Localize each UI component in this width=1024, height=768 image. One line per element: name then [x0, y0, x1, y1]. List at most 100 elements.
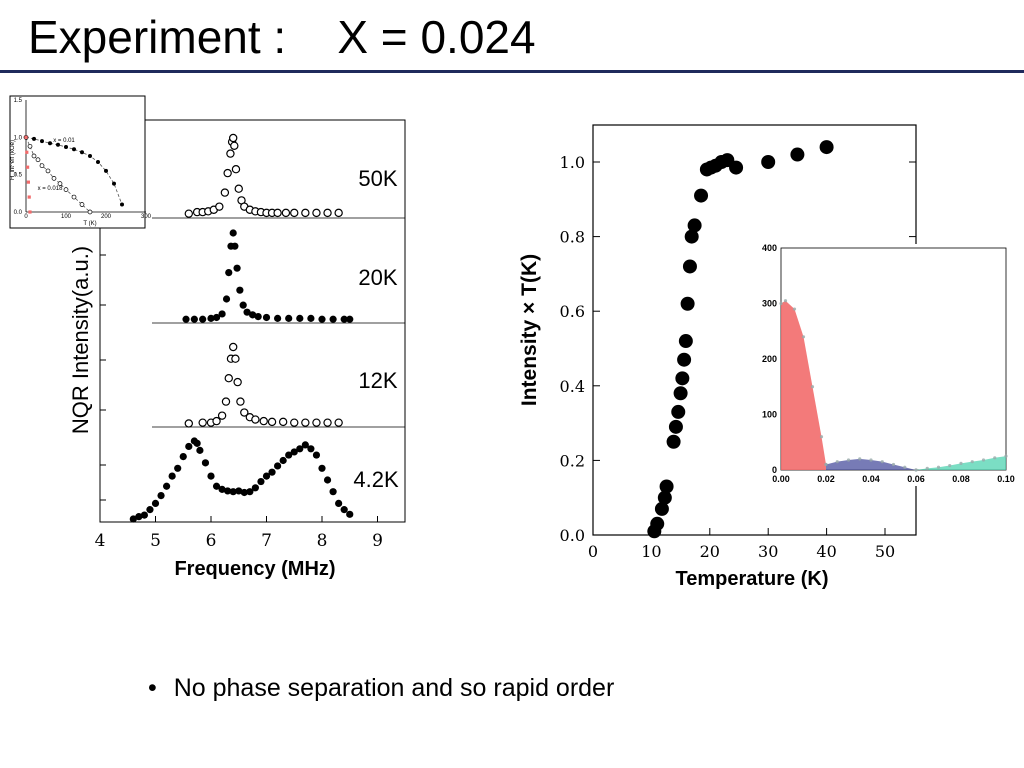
- field-inset-y-tick-label: 1.0: [14, 135, 23, 141]
- temperature-data-point: [678, 334, 693, 349]
- composition-point: [959, 461, 963, 465]
- nqr-point-filled: [222, 295, 231, 303]
- nqr-point-filled: [218, 310, 226, 318]
- composition-point: [981, 458, 986, 462]
- composition-y-tick-label: 0: [772, 465, 777, 475]
- field-inset-point-filled: [88, 154, 92, 158]
- slide-title: Experiment : X = 0.024: [28, 10, 536, 64]
- temperature-data-point: [659, 479, 674, 494]
- field-inset-point-red: [26, 180, 30, 184]
- composition-x-tick-label: 0.02: [817, 474, 835, 484]
- nqr-point-filled: [229, 488, 237, 496]
- temperature-data-point: [790, 147, 805, 162]
- composition-x-tick-label: 0.06: [907, 474, 925, 484]
- temperature-data-point: [687, 218, 702, 233]
- nqr-series-label: 12K: [358, 368, 397, 393]
- temperature-x-tick-label: 40: [816, 542, 836, 561]
- nqr-point-filled: [257, 477, 265, 486]
- field-inset-x-tick-label: 100: [61, 214, 72, 220]
- nqr-point-filled: [279, 456, 287, 465]
- composition-point: [819, 435, 824, 439]
- field-inset-point-filled: [72, 147, 76, 152]
- nqr-point-filled: [318, 315, 326, 323]
- nqr-point-open: [334, 208, 343, 218]
- nqr-series-label: 4.2K: [353, 467, 399, 492]
- composition-x-tick-label: 0.10: [997, 474, 1015, 484]
- nqr-point-open: [273, 208, 282, 218]
- bullet-text: No phase separation and so rapid order: [173, 674, 615, 702]
- nqr-point-filled: [168, 472, 176, 480]
- field-inset-annotation: x = 0.01: [53, 138, 75, 144]
- nqr-x-tick-label: 7: [261, 531, 272, 551]
- temperature-y-tick-label: 0.2: [560, 451, 585, 470]
- nqr-point-open: [215, 202, 224, 211]
- nqr-point-open: [281, 208, 291, 218]
- temperature-data-point: [668, 419, 683, 434]
- nqr-point-filled: [207, 472, 215, 480]
- nqr-point-filled: [340, 506, 348, 514]
- composition-x-tick-label: 0.04: [862, 474, 880, 484]
- field-inset-point-red: [24, 135, 28, 139]
- nqr-point-filled: [296, 314, 304, 322]
- nqr-x-tick-label: 5: [150, 531, 161, 551]
- nqr-point-filled: [235, 487, 243, 495]
- nqr-point-open: [220, 188, 230, 197]
- slide-title-text: Experiment :: [28, 11, 287, 63]
- field-inset-point-open: [31, 153, 37, 159]
- nqr-point-filled: [329, 488, 337, 496]
- nqr-point-open: [278, 417, 288, 427]
- nqr-point-filled: [318, 464, 326, 472]
- nqr-point-filled: [212, 482, 221, 490]
- composition-point: [1004, 454, 1008, 458]
- temperature-data-point: [657, 490, 672, 505]
- nqr-point-open: [236, 397, 245, 406]
- field-inset-point-filled: [40, 139, 44, 144]
- composition-point: [869, 458, 873, 462]
- nqr-point-open: [231, 164, 241, 174]
- composition-point: [835, 460, 839, 464]
- nqr-point-open: [198, 418, 207, 427]
- temperature-data-point: [677, 352, 692, 367]
- field-inset-annotation: x = 0.018: [38, 186, 64, 192]
- temperature-data-point: [654, 501, 669, 516]
- field-inset-point-red: [28, 210, 32, 214]
- field-inset-y-axis-label: H_int^eff (kOe): [10, 140, 16, 180]
- nqr-point-filled: [262, 313, 271, 322]
- composition-point: [846, 458, 851, 462]
- field-inset-box: [9, 95, 146, 229]
- nqr-point-filled: [246, 488, 254, 496]
- nqr-point-filled: [346, 315, 354, 323]
- temperature-y-tick-label: 1.0: [560, 153, 585, 172]
- nqr-point-filled: [163, 482, 171, 490]
- field-inset-point-open: [71, 194, 77, 200]
- field-inset-point-filled: [104, 168, 108, 173]
- composition-x-tick-label: 0.08: [952, 474, 970, 484]
- nqr-point-open: [217, 411, 227, 420]
- nqr-point-filled: [185, 442, 193, 451]
- nqr-point-open: [334, 418, 343, 427]
- field-inset-y-tick-label: 0.0: [14, 210, 23, 216]
- composition-point: [936, 465, 941, 469]
- field-inset-point-filled: [96, 159, 100, 164]
- field-inset-guide-curve: [25, 137, 91, 213]
- bullet-dot-icon: •: [148, 674, 157, 702]
- nqr-point-filled: [151, 499, 160, 507]
- nqr-x-tick-label: 8: [317, 531, 328, 551]
- nqr-point-filled: [212, 313, 221, 322]
- nqr-point-filled: [240, 488, 248, 497]
- nqr-point-filled: [268, 468, 276, 476]
- nqr-point-open: [323, 208, 332, 218]
- field-inset-x-axis-label: T (K): [83, 221, 96, 227]
- composition-y-tick-label: 200: [762, 354, 777, 364]
- nqr-point-filled: [199, 315, 207, 323]
- field-inset-point-open: [57, 181, 63, 186]
- nqr-point-filled: [218, 485, 226, 493]
- temperature-y-tick-label: 0.4: [560, 377, 585, 396]
- temperature-data-point: [673, 386, 688, 401]
- composition-point: [858, 457, 862, 461]
- nqr-point-filled: [174, 464, 182, 472]
- temperature-y-tick-label: 0.6: [560, 302, 585, 321]
- temperature-y-tick-label: 0.8: [560, 228, 585, 247]
- temperature-x-tick-label: 50: [875, 542, 895, 561]
- nqr-point-open: [301, 418, 310, 427]
